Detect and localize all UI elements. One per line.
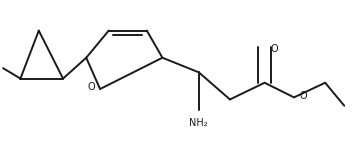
Text: O: O — [271, 44, 278, 54]
Text: O: O — [88, 82, 95, 92]
Text: O: O — [299, 91, 307, 101]
Text: NH₂: NH₂ — [189, 118, 208, 128]
